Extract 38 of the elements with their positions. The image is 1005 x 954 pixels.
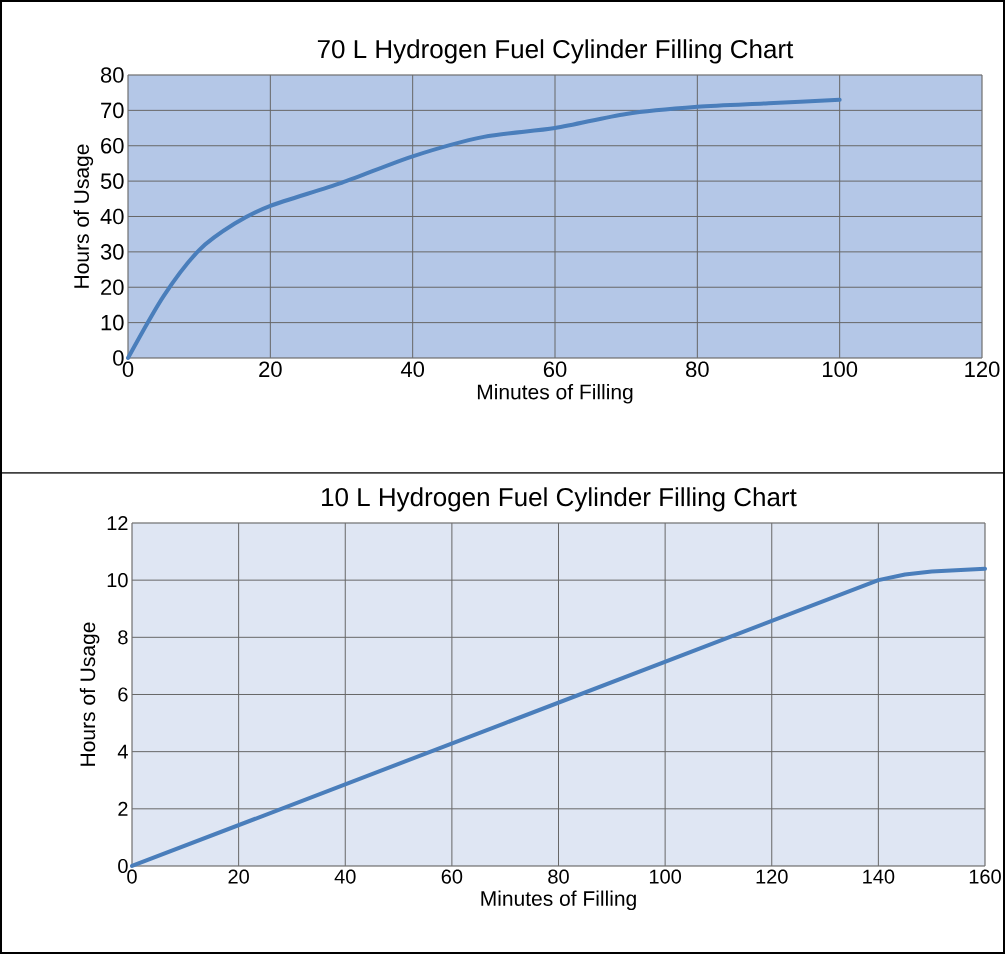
y-tick-label: 50 bbox=[100, 173, 124, 189]
x-tick-label: 140 bbox=[863, 869, 895, 884]
x-tick-label: 40 bbox=[400, 361, 425, 378]
chart-title: 70 L Hydrogen Fuel Cylinder Filling Chart bbox=[317, 39, 794, 64]
y-tick-label: 10 bbox=[107, 573, 128, 588]
y-axis-title: Hours of Usage bbox=[73, 144, 94, 288]
y-tick-label: 40 bbox=[100, 208, 124, 225]
y-tick-label: 10 bbox=[101, 314, 124, 331]
x-tick-label: 100 bbox=[822, 361, 858, 378]
y-tick-label: 60 bbox=[101, 137, 124, 154]
line-series bbox=[130, 566, 987, 868]
y-tick-label: 8 bbox=[118, 630, 128, 645]
y-tick-label: 80 bbox=[100, 67, 124, 83]
y-tick-label: 0 bbox=[113, 350, 124, 366]
x-tick-label: 20 bbox=[259, 361, 282, 378]
y-tick-label: 70 bbox=[101, 102, 124, 119]
y-tick-label: 20 bbox=[101, 279, 124, 296]
x-tick-label: 80 bbox=[686, 361, 709, 378]
y-tick-label: 12 bbox=[107, 516, 128, 530]
x-tick-label: 60 bbox=[543, 361, 567, 378]
x-tick-label: 120 bbox=[965, 361, 1000, 378]
y-axis-title: Hours of Usage bbox=[79, 622, 100, 766]
line-series bbox=[126, 97, 842, 360]
x-tick-label: 40 bbox=[334, 869, 356, 884]
chart-title: 10 L Hydrogen Fuel Cylinder Filling Chart bbox=[322, 487, 797, 512]
y-tick-label: 0 bbox=[118, 858, 128, 874]
y-tick-label: 30 bbox=[100, 244, 124, 260]
y-tick-label: 4 bbox=[117, 744, 128, 759]
x-axis-title: Minutes of Filling bbox=[481, 890, 636, 911]
x-tick-label: 120 bbox=[756, 869, 788, 884]
x-tick-label: 60 bbox=[441, 869, 463, 884]
x-tick-label: 20 bbox=[228, 869, 249, 884]
x-tick-label: 100 bbox=[649, 869, 682, 884]
y-tick-label: 2 bbox=[118, 801, 128, 816]
x-axis-title: Minutes of Filling bbox=[477, 383, 633, 404]
x-tick-label: 80 bbox=[548, 869, 569, 884]
y-tick-label: 6 bbox=[118, 687, 128, 702]
x-tick-label: 160 bbox=[969, 869, 1001, 884]
